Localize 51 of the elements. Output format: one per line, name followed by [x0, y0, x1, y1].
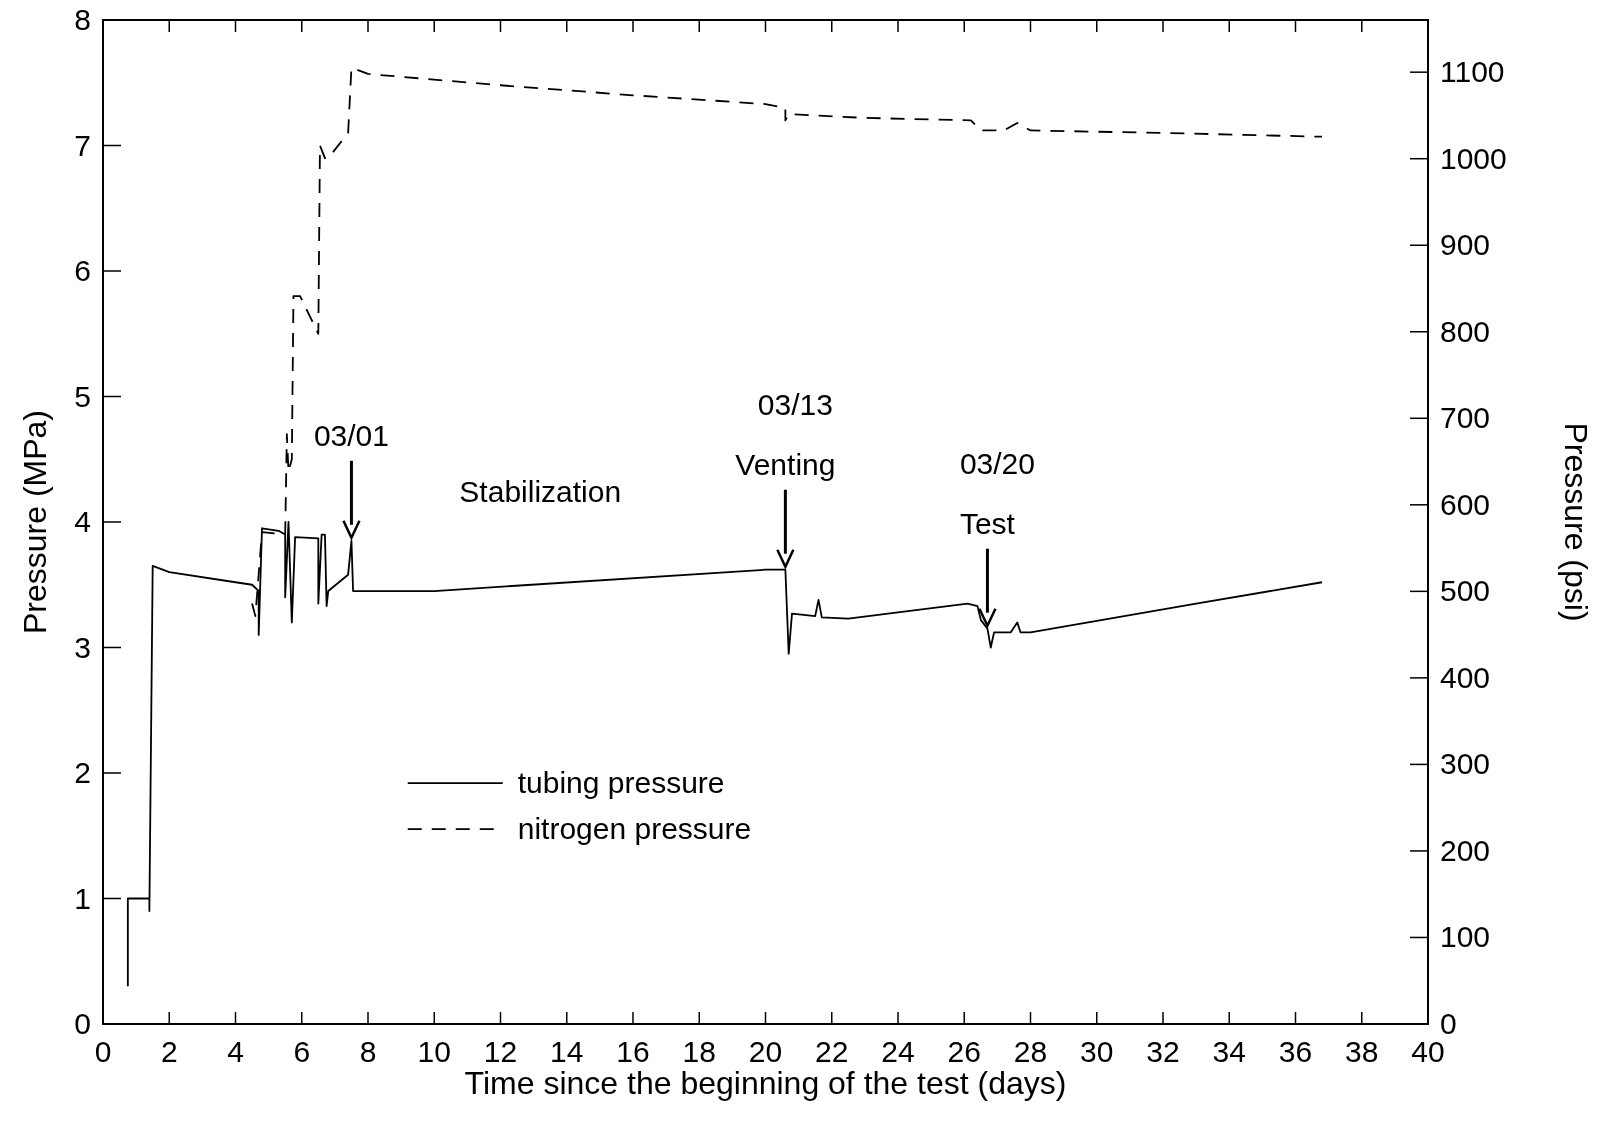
- x-tick-label: 10: [417, 1035, 451, 1068]
- y2-axis-title: Pressure (psi): [1558, 422, 1594, 622]
- y2-tick-label: 700: [1440, 401, 1491, 435]
- y-tick-label: 6: [74, 254, 91, 287]
- x-tick-label: 36: [1278, 1035, 1313, 1068]
- y-axis-title: Pressure (MPa): [17, 409, 53, 635]
- y2-tick-label: 400: [1440, 660, 1491, 694]
- x-tick-label: 28: [1013, 1035, 1048, 1068]
- annotation: Test: [959, 506, 1016, 540]
- x-tick-label: 6: [293, 1035, 311, 1068]
- y-tick-label: 7: [74, 128, 91, 162]
- y-tick-label: 8: [74, 3, 91, 36]
- x-tick-label: 32: [1146, 1035, 1180, 1068]
- annotation: Stabilization: [459, 474, 622, 508]
- y2-tick-label: 900: [1440, 228, 1491, 262]
- legend-label: tubing pressure: [517, 766, 725, 800]
- x-tick-label: 14: [550, 1035, 584, 1068]
- y2-tick-label: 1000: [1440, 141, 1507, 175]
- y-tick-label: 4: [74, 505, 91, 538]
- x-axis-title: Time since the beginning of the test (days): [464, 1065, 1067, 1101]
- y2-tick-label: 100: [1440, 920, 1491, 954]
- x-tick-label: 18: [682, 1035, 716, 1068]
- y-tick-label: 5: [74, 379, 91, 413]
- x-tick-label: 4: [227, 1035, 244, 1068]
- y2-tick-label: 500: [1440, 574, 1491, 608]
- x-tick-label: 26: [947, 1035, 981, 1068]
- annotation: Venting: [735, 447, 836, 481]
- y2-tick-label: 300: [1440, 747, 1491, 781]
- y2-tick-label: 600: [1440, 487, 1491, 521]
- x-tick-label: 30: [1080, 1035, 1114, 1068]
- y2-tick-label: 800: [1440, 314, 1491, 348]
- x-tick-label: 22: [815, 1035, 849, 1068]
- y-tick-label: 2: [74, 756, 91, 789]
- x-tick-label: 8: [359, 1035, 377, 1068]
- annotation: 03/13: [757, 387, 833, 421]
- x-tick-label: 34: [1212, 1035, 1246, 1068]
- annotation: 03/20: [959, 446, 1035, 480]
- x-tick-label: 16: [616, 1035, 650, 1068]
- y2-tick-label: 200: [1440, 833, 1491, 867]
- x-tick-label: 2: [160, 1035, 178, 1068]
- legend-label: nitrogen pressure: [517, 812, 752, 846]
- x-tick-label: 12: [483, 1035, 518, 1068]
- x-tick-label: 0: [94, 1035, 112, 1068]
- y-tick-label: 1: [74, 881, 91, 915]
- x-tick-label: 38: [1345, 1035, 1379, 1068]
- annotation: 03/01: [313, 418, 389, 452]
- y2-tick-label: 1100: [1440, 55, 1505, 89]
- x-tick-label: 20: [748, 1035, 783, 1068]
- y-tick-label: 0: [74, 1007, 91, 1040]
- x-tick-label: 24: [881, 1035, 915, 1068]
- y-tick-label: 3: [74, 630, 91, 664]
